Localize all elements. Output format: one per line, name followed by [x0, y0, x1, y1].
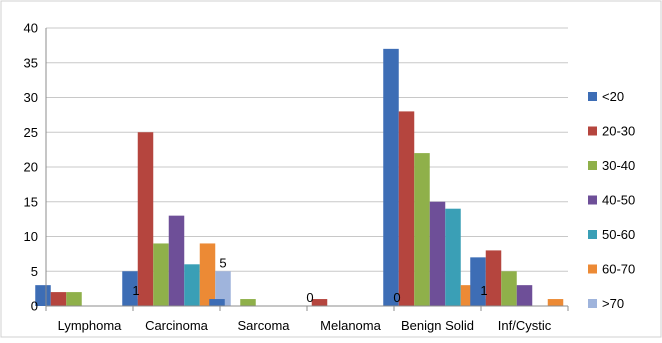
- legend-label-1: 20-30: [602, 124, 635, 139]
- y-tick-label-10: 10: [24, 229, 38, 244]
- x-tick-label-4: Benign Solid: [401, 318, 474, 333]
- bar-5-2: [501, 271, 517, 306]
- bar-1-6: [215, 271, 231, 306]
- bar-4-3: [429, 201, 446, 306]
- legend-swatch-3: [588, 195, 597, 205]
- bar-5-1: [485, 250, 502, 306]
- bar-2-0: [209, 299, 225, 306]
- y-tick-label-35: 35: [24, 55, 38, 70]
- legend-swatch-1: [588, 126, 597, 136]
- data-label-4: 1: [480, 283, 487, 298]
- bar-3-1: [311, 299, 328, 306]
- bar-4-4: [445, 208, 461, 306]
- bar-4-2: [414, 153, 430, 306]
- legend-label-3: 40-50: [602, 193, 635, 208]
- bars: [35, 48, 564, 307]
- bar-0-0: [35, 285, 51, 306]
- x-tick-label-5: Inf/Cystic: [498, 318, 552, 333]
- bar-1-0: [122, 271, 138, 306]
- data-labels: 1 5 0 0 1: [132, 255, 487, 305]
- legend-label-6: >70: [602, 296, 624, 311]
- bar-0-2: [66, 292, 82, 306]
- x-tick-label-1: Carcinoma: [145, 318, 209, 333]
- bar-5-3: [516, 285, 533, 306]
- bar-2-2: [240, 299, 256, 306]
- data-label-2: 0: [306, 290, 313, 305]
- bar-5-0: [470, 257, 486, 306]
- bar-0-1: [50, 292, 67, 306]
- legend-label-2: 30-40: [602, 158, 635, 173]
- bar-1-2: [153, 243, 169, 306]
- x-tick-label-2: Sarcoma: [237, 318, 290, 333]
- bar-5-5: [547, 299, 564, 306]
- legend-swatch-4: [588, 230, 597, 239]
- y-tick-label-15: 15: [24, 194, 38, 209]
- legend-label-4: 50-60: [602, 227, 635, 242]
- bar-1-1: [137, 132, 154, 306]
- data-label-0: 1: [132, 283, 139, 298]
- data-label-1: 5: [219, 255, 226, 270]
- y-tick-label-30: 30: [24, 90, 38, 105]
- bar-1-3: [168, 215, 185, 306]
- legend: <20 20-30 30-40 40-50 50-60 60-70 >70: [588, 89, 635, 311]
- bar-1-5: [199, 243, 216, 306]
- y-tick-label-20: 20: [24, 160, 38, 175]
- legend-label-5: 60-70: [602, 262, 635, 277]
- gridlines: [46, 27, 568, 272]
- legend-swatch-2: [588, 161, 597, 170]
- bar-4-0: [383, 48, 399, 306]
- legend-label-0: <20: [602, 89, 624, 104]
- y-tick-label-0: 0: [31, 299, 38, 314]
- x-tick-label-0: Lymphoma: [58, 318, 123, 333]
- legend-swatch-6: [588, 299, 597, 308]
- legend-swatch-5: [588, 264, 597, 274]
- data-label-3: 0: [393, 290, 400, 305]
- legend-swatch-0: [588, 92, 597, 101]
- y-tick-label-40: 40: [24, 21, 38, 36]
- x-tick-label-3: Melanoma: [320, 318, 381, 333]
- y-tick-label-25: 25: [24, 125, 38, 140]
- bar-1-4: [184, 264, 200, 306]
- bar-4-1: [398, 111, 415, 307]
- y-tick-label-5: 5: [31, 264, 38, 279]
